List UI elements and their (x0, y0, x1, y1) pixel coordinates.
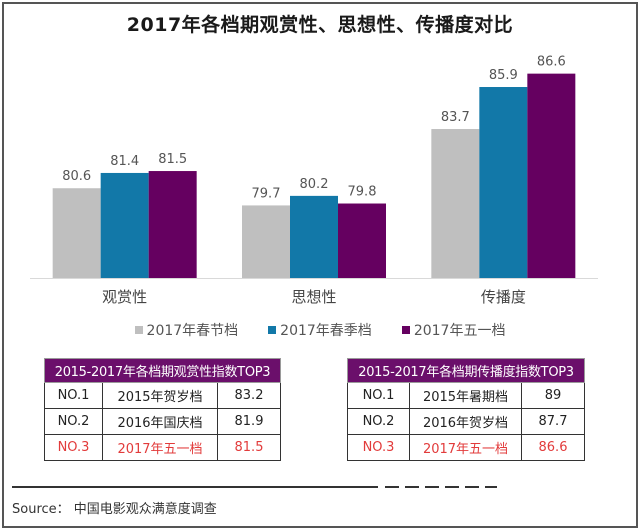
legend-swatch-icon (401, 326, 410, 334)
bar (100, 172, 149, 278)
x-tick-label: 传播度 (481, 288, 526, 306)
legend-swatch-icon (268, 326, 277, 334)
table-row: NO.2 2016年国庆档 81.9 (44, 408, 281, 435)
table-row: NO.2 2016年贺岁档 87.7 (347, 408, 585, 435)
bar (242, 205, 290, 278)
value-cell: 89 (521, 382, 585, 409)
chart-legend: 2017年春节档 2017年春季档 2017年五一档 (0, 320, 640, 340)
data-label: 80.6 (62, 169, 91, 184)
legend-label: 2017年五一档 (413, 323, 506, 339)
data-label: 86.6 (537, 55, 566, 70)
value-cell: 83.2 (217, 382, 281, 409)
data-label: 83.7 (441, 110, 470, 125)
period-cell: 2015年暑期档 (409, 382, 522, 409)
value-cell: 81.5 (217, 434, 281, 461)
spread-index-top3-table: 2015-2017年各档期传播度指数TOP3 NO.1 2015年暑期档 89 … (347, 358, 585, 461)
footer-divider (12, 486, 378, 488)
value-cell: 86.6 (521, 434, 585, 461)
bar (148, 171, 197, 278)
bar (52, 188, 101, 278)
rank-cell: NO.1 (347, 382, 410, 409)
table-row: NO.3 2017年五一档 86.6 (347, 434, 585, 461)
period-cell: 2017年五一档 (102, 434, 218, 461)
data-label: 81.5 (158, 152, 187, 167)
data-label: 79.7 (252, 186, 281, 201)
legend-item-spring-festival: 2017年春节档 (134, 320, 239, 340)
data-label: 80.2 (300, 177, 329, 192)
legend-label: 2017年春节档 (146, 323, 239, 339)
period-cell: 2015年贺岁档 (102, 382, 218, 409)
period-cell: 2016年国庆档 (102, 408, 218, 435)
table-row: NO.3 2017年五一档 81.5 (44, 434, 281, 461)
data-label: 81.4 (110, 154, 139, 169)
period-cell: 2016年贺岁档 (409, 408, 522, 435)
data-label: 79.8 (348, 185, 377, 200)
value-cell: 81.9 (217, 408, 281, 435)
table-row: NO.1 2015年暑期档 89 (347, 382, 585, 409)
rank-cell: NO.1 (44, 382, 103, 409)
rank-cell: NO.3 (44, 434, 103, 461)
viewing-index-top3-table: 2015-2017年各档期观赏性指数TOP3 NO.1 2015年贺岁档 83.… (44, 358, 281, 461)
data-label: 85.9 (489, 68, 518, 83)
value-cell: 87.7 (521, 408, 585, 435)
bar (290, 195, 338, 278)
bar (479, 87, 528, 279)
footer-divider-dashed (385, 486, 497, 488)
legend-item-spring-season: 2017年春季档 (268, 320, 372, 340)
period-cell: 2017年五一档 (409, 434, 522, 461)
bar (431, 129, 480, 278)
x-tick-label: 思想性 (291, 288, 336, 306)
source-note: Source： 中国电影观众满意度调查 (12, 502, 217, 517)
legend-swatch-icon (134, 326, 143, 334)
table-title: 2015-2017年各档期观赏性指数TOP3 (44, 358, 281, 383)
bar (527, 73, 576, 278)
rank-cell: NO.3 (347, 434, 410, 461)
legend-label: 2017年春季档 (280, 323, 372, 339)
bar (338, 203, 386, 278)
table-row: NO.1 2015年贺岁档 83.2 (44, 382, 281, 409)
chart-title: 2017年各档期观赏性、思想性、传播度对比 (126, 14, 514, 36)
rank-cell: NO.2 (347, 408, 410, 435)
table-title: 2015-2017年各档期传播度指数TOP3 (347, 358, 585, 383)
legend-item-may-day: 2017年五一档 (401, 320, 506, 340)
bar-chart: 80.6 81.4 81.5 观赏性 79.7 80.2 79.8 思想性 83.7 85.9 86… (30, 55, 598, 306)
rank-cell: NO.2 (44, 408, 103, 435)
x-tick-label: 观赏性 (102, 288, 147, 306)
